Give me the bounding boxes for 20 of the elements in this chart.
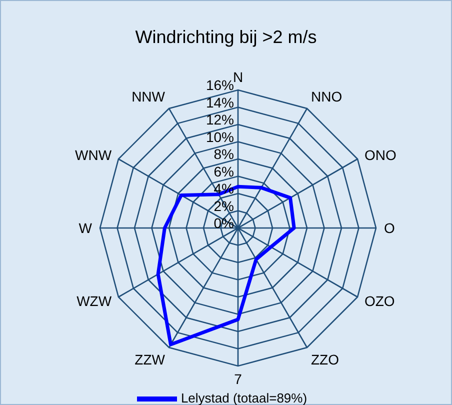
legend-label: Lelystad (totaal=89%) (180, 390, 308, 405)
spoke-label: O (384, 220, 395, 236)
y-tick-label: 10% (206, 128, 234, 145)
spoke-label: NNW (132, 88, 166, 105)
spoke-label: ONO (364, 146, 396, 163)
spoke-label: OZO (364, 292, 395, 309)
y-tick-label: 16% (206, 77, 234, 93)
y-tick-label: 14% (206, 94, 234, 110)
y-tick-label: 12% (206, 112, 234, 128)
spoke-label: WNW (75, 146, 112, 163)
spoke-label: ZZO (311, 351, 340, 368)
spoke-label: ZZW (134, 351, 166, 368)
spoke-label: W (78, 220, 93, 236)
spoke-label: NNO (311, 88, 342, 105)
spoke-label: 7 (234, 370, 242, 387)
spoke-label: WZW (76, 292, 112, 309)
spoke-label: N (232, 69, 244, 85)
chart-title: Windrichting bij >2 m/s (134, 27, 318, 49)
y-tick-label: 8% (214, 146, 234, 162)
y-tick-label: 6% (214, 163, 234, 180)
